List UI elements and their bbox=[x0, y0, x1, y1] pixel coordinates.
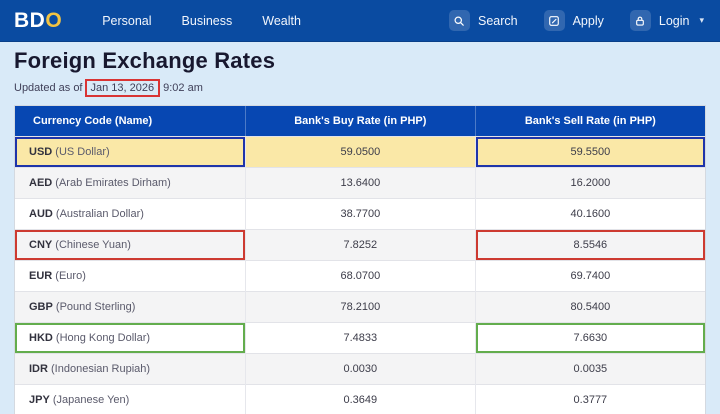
fx-rates-table: Currency Code (Name) Bank's Buy Rate (in… bbox=[15, 106, 705, 414]
currency-name: (Indonesian Rupiah) bbox=[51, 362, 151, 375]
login-label: Login bbox=[658, 13, 690, 28]
fx-row-cny: CNY (Chinese Yuan) 7.8252 8.5546 bbox=[15, 228, 705, 260]
sell-rate-cell: 7.6630 bbox=[475, 321, 705, 353]
column-header-buy-rate: Bank's Buy Rate (in PHP) bbox=[245, 106, 476, 136]
buy-rate-cell: 0.3649 bbox=[245, 383, 476, 414]
fx-row-aed: AED (Arab Emirates Dirham) 13.6400 16.2000 bbox=[15, 166, 705, 198]
search-button[interactable]: Search bbox=[448, 10, 518, 31]
main-nav: Personal Business Wealth bbox=[102, 14, 301, 28]
buy-rate-cell: 7.4833 bbox=[245, 321, 476, 353]
currency-code: AUD bbox=[29, 207, 53, 220]
sell-rate-cell: 59.5500 bbox=[475, 135, 705, 167]
nav-item-personal[interactable]: Personal bbox=[102, 13, 152, 28]
column-header-sell-rate: Bank's Sell Rate (in PHP) bbox=[475, 106, 705, 136]
nav-item-business[interactable]: Business bbox=[181, 13, 233, 28]
buy-rate-cell: 68.0700 bbox=[245, 259, 476, 291]
updated-date: Jan 13, 2026 bbox=[90, 82, 155, 94]
currency-cell: AED (Arab Emirates Dirham) bbox=[15, 166, 246, 198]
logo-text-o: O bbox=[45, 8, 63, 32]
updated-line: Updated as of Jan 13, 2026 9:02 am bbox=[14, 79, 720, 97]
fx-row-gbp: GBP (Pound Sterling) 78.2100 80.5400 bbox=[15, 290, 705, 322]
currency-name: (Australian Dollar) bbox=[55, 207, 144, 220]
header-actions: Search Apply Login ▾ bbox=[448, 10, 704, 31]
updated-time: 9:02 am bbox=[163, 82, 203, 94]
buy-rate-cell: 78.2100 bbox=[245, 290, 476, 322]
updated-prefix: Updated as of bbox=[14, 82, 83, 94]
currency-code: AED bbox=[29, 176, 53, 189]
currency-name: (Japanese Yen) bbox=[52, 393, 130, 406]
sell-rate-cell: 69.7400 bbox=[475, 259, 705, 291]
currency-code: CNY bbox=[29, 238, 53, 251]
currency-code: JPY bbox=[29, 393, 50, 406]
page-title: Foreign Exchange Rates bbox=[14, 48, 276, 73]
currency-name: (US Dollar) bbox=[55, 145, 110, 158]
apply-button[interactable]: Apply bbox=[543, 10, 604, 31]
fx-row-jpy: JPY (Japanese Yen) 0.3649 0.3777 bbox=[15, 383, 705, 414]
currency-cell: AUD (Australian Dollar) bbox=[15, 197, 246, 229]
fx-row-aud: AUD (Australian Dollar) 38.7700 40.1600 bbox=[15, 197, 705, 229]
currency-code: GBP bbox=[29, 300, 53, 313]
buy-rate-cell: 59.0500 bbox=[245, 135, 476, 167]
logo-text-bd: BD bbox=[14, 8, 46, 32]
currency-name: (Chinese Yuan) bbox=[55, 238, 131, 251]
updated-date-annotation: Jan 13, 2026 bbox=[84, 79, 161, 97]
sell-rate-cell: 0.3777 bbox=[475, 383, 705, 414]
sell-rate-cell: 0.0035 bbox=[475, 352, 705, 384]
search-icon bbox=[448, 10, 470, 31]
fx-row-eur: EUR (Euro) 68.0700 69.7400 bbox=[15, 259, 705, 291]
currency-cell: CNY (Chinese Yuan) bbox=[15, 228, 246, 260]
sell-rate-cell: 40.1600 bbox=[475, 197, 705, 229]
currency-cell: GBP (Pound Sterling) bbox=[15, 290, 246, 322]
currency-name: (Hong Kong Dollar) bbox=[55, 331, 151, 344]
top-navigation-bar: BDO Personal Business Wealth Search Appl… bbox=[0, 0, 720, 42]
login-button[interactable]: Login ▾ bbox=[629, 10, 704, 31]
currency-cell: IDR (Indonesian Rupiah) bbox=[15, 352, 246, 384]
fx-row-usd: USD (US Dollar) 59.0500 59.5500 bbox=[15, 135, 705, 167]
chevron-down-icon: ▾ bbox=[699, 15, 704, 25]
buy-rate-cell: 38.7700 bbox=[245, 197, 476, 229]
currency-cell: USD (US Dollar) bbox=[15, 135, 246, 167]
currency-name: (Euro) bbox=[55, 269, 86, 282]
apply-label: Apply bbox=[572, 13, 604, 28]
currency-cell: HKD (Hong Kong Dollar) bbox=[15, 321, 246, 353]
search-label: Search bbox=[477, 13, 518, 28]
buy-rate-cell: 7.8252 bbox=[245, 228, 476, 260]
fx-table-body: USD (US Dollar) 59.0500 59.5500 AED (Arab E… bbox=[15, 135, 705, 414]
currency-code: HKD bbox=[29, 331, 53, 344]
buy-rate-cell: 0.0030 bbox=[245, 352, 476, 384]
sell-rate-cell: 16.2000 bbox=[475, 166, 705, 198]
apply-edit-icon bbox=[543, 10, 565, 31]
fx-row-hkd: HKD (Hong Kong Dollar) 7.4833 7.6630 bbox=[15, 321, 705, 353]
sell-rate-cell: 80.5400 bbox=[475, 290, 705, 322]
fx-rates-table-container: Currency Code (Name) Bank's Buy Rate (in… bbox=[14, 105, 706, 414]
currency-code: USD bbox=[29, 145, 53, 158]
currency-code: EUR bbox=[29, 269, 53, 282]
currency-cell: EUR (Euro) bbox=[15, 259, 246, 291]
column-header-currency: Currency Code (Name) bbox=[15, 106, 246, 136]
currency-name: (Arab Emirates Dirham) bbox=[55, 176, 171, 189]
currency-name: (Pound Sterling) bbox=[55, 300, 136, 313]
fx-row-idr: IDR (Indonesian Rupiah) 0.0030 0.0035 bbox=[15, 352, 705, 384]
currency-cell: JPY (Japanese Yen) bbox=[15, 383, 246, 414]
buy-rate-cell: 13.6400 bbox=[245, 166, 476, 198]
bdo-logo[interactable]: BDO bbox=[14, 9, 62, 33]
lock-icon bbox=[629, 10, 651, 31]
sell-rate-cell: 8.5546 bbox=[475, 228, 705, 260]
fx-table-header-row: Currency Code (Name) Bank's Buy Rate (in… bbox=[15, 106, 705, 136]
currency-code: IDR bbox=[29, 362, 48, 375]
nav-item-wealth[interactable]: Wealth bbox=[262, 13, 301, 28]
main-content: Foreign Exchange Rates Updated as of Jan… bbox=[0, 42, 720, 414]
